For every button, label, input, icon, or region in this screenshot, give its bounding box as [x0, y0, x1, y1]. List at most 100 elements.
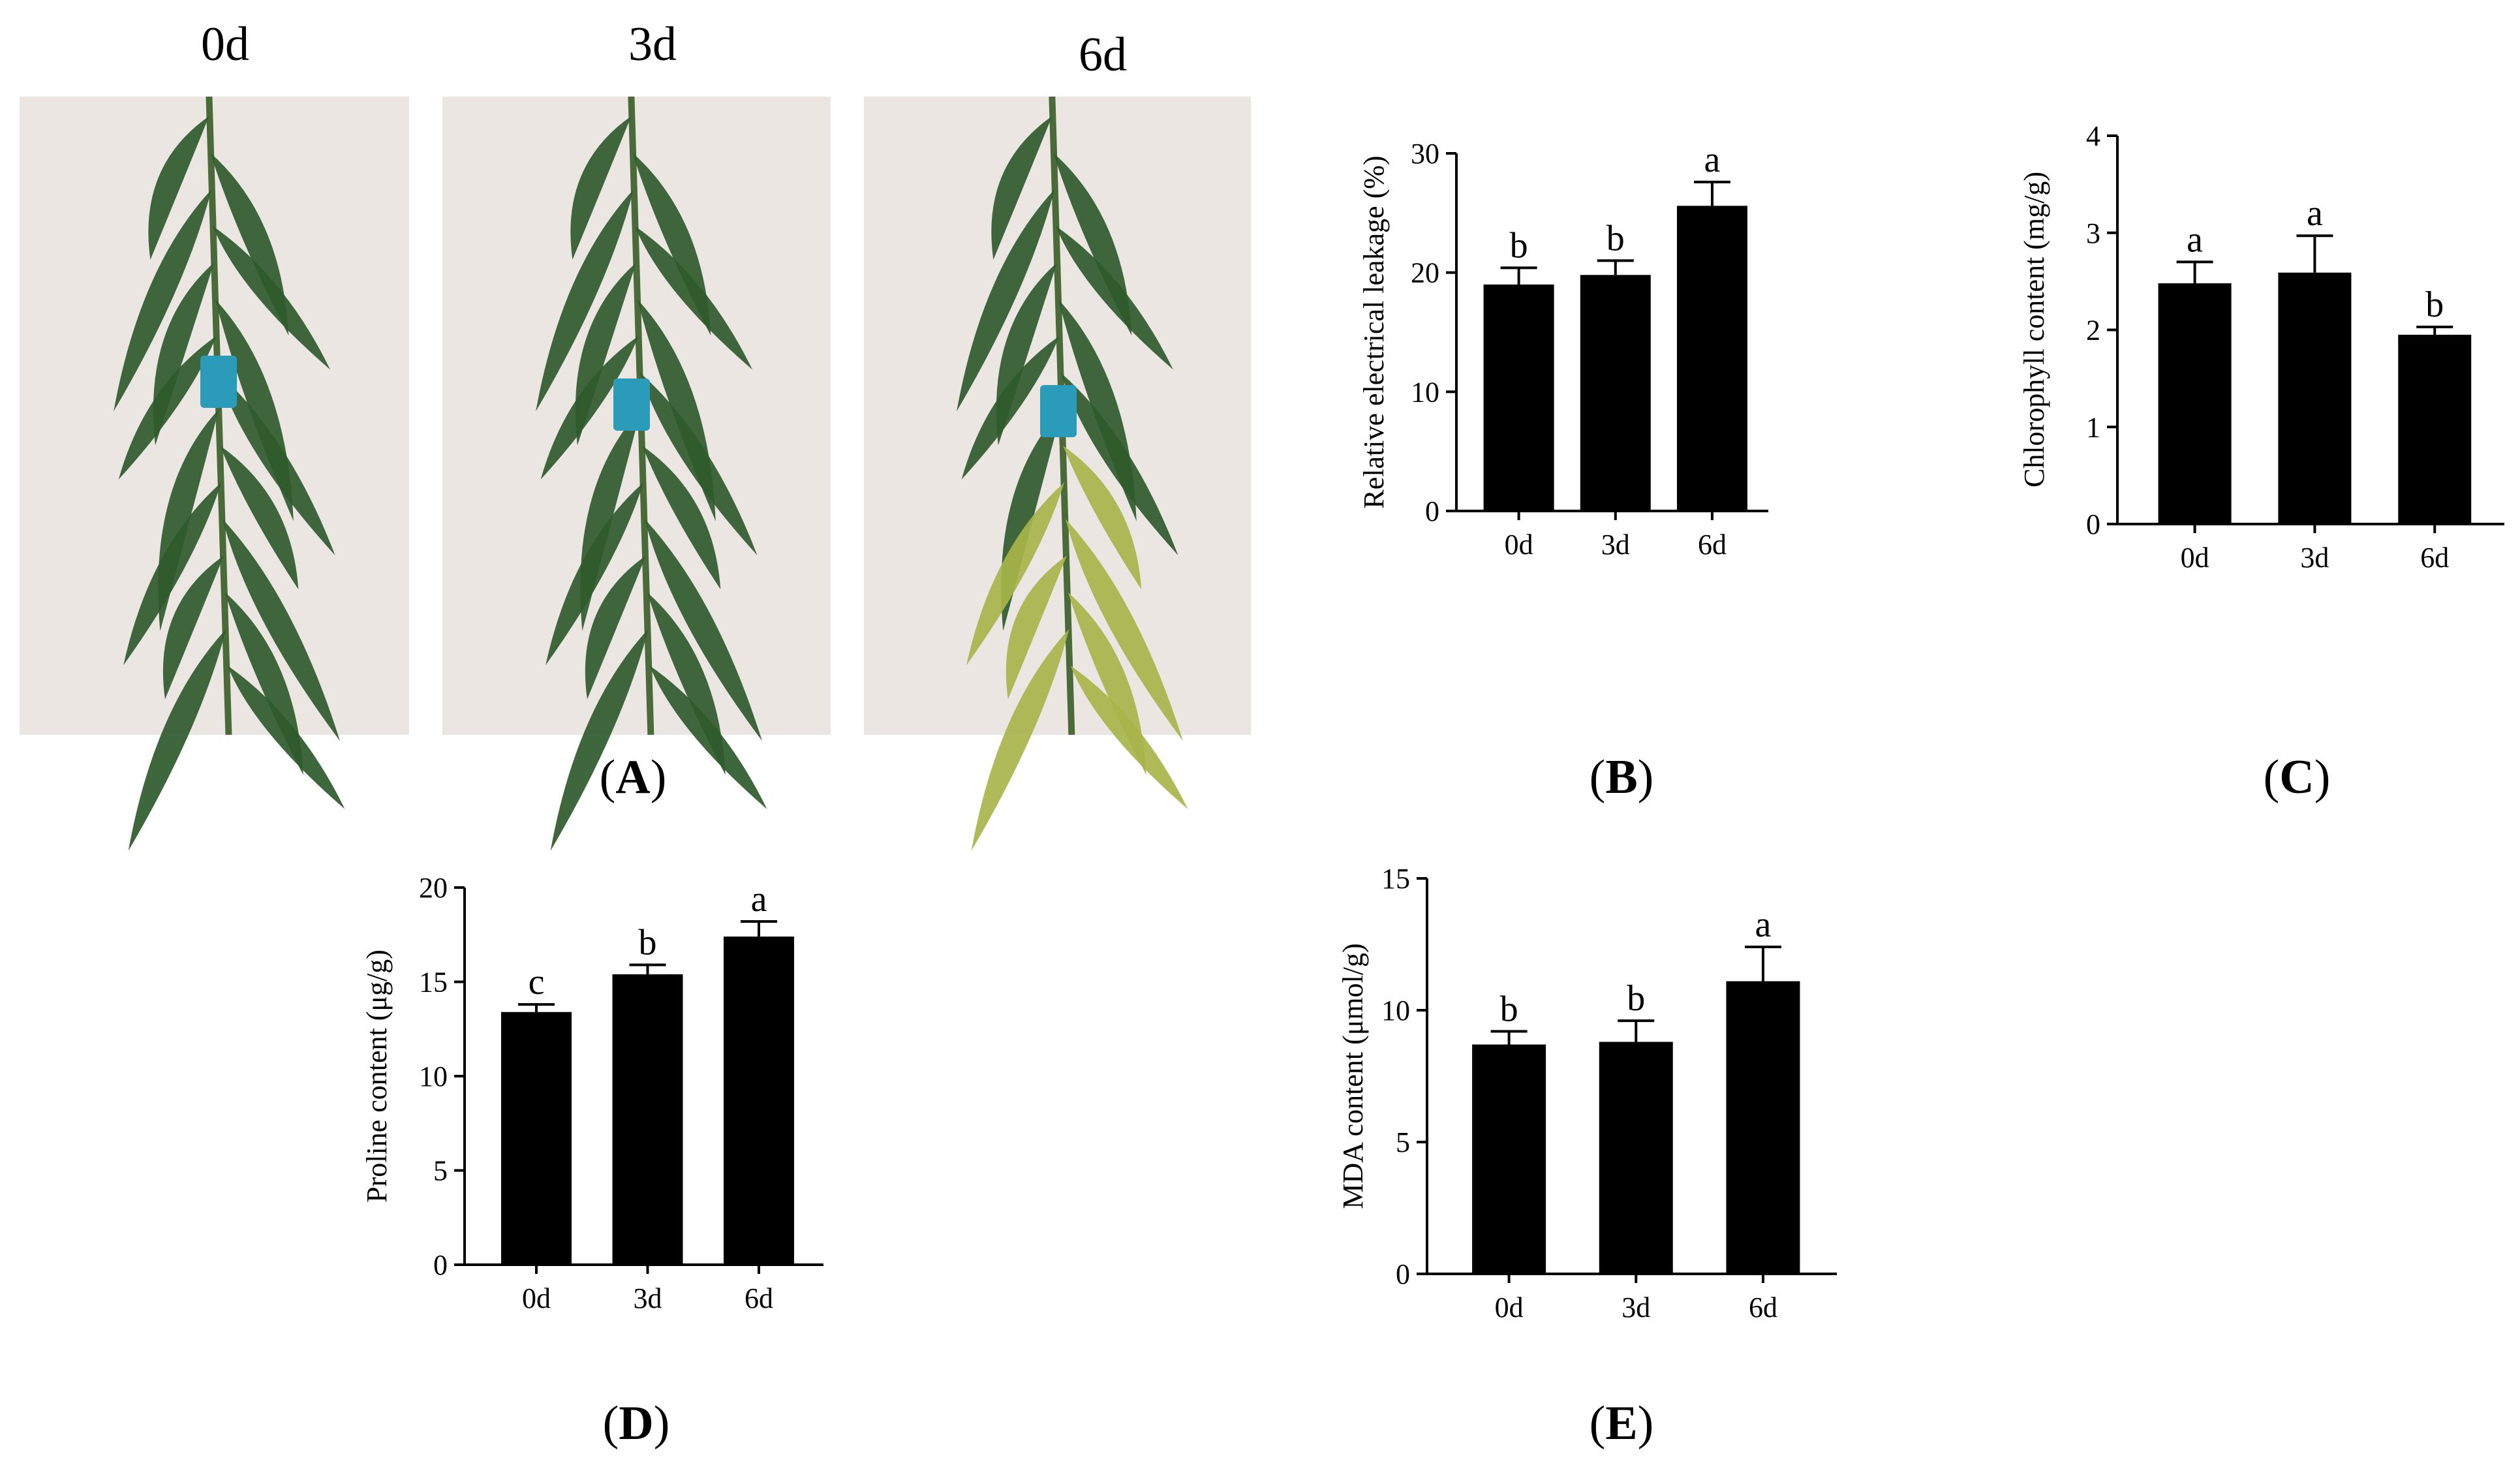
bar: [1483, 284, 1554, 511]
plant-tag: [200, 356, 237, 408]
leaf: [227, 665, 345, 809]
x-tick-label: 6d: [745, 1282, 773, 1314]
leaf: [213, 226, 331, 370]
significance-letter: b: [1627, 978, 1645, 1019]
plant-photo-0d: [20, 96, 409, 851]
y-tick-label: 10: [419, 1060, 448, 1092]
panel-letter-e: E: [1605, 1397, 1637, 1450]
panel-label-e: (E): [1590, 1397, 1654, 1450]
bar: [501, 1012, 572, 1265]
y-tick-label: 30: [1411, 138, 1439, 170]
leaf: [223, 519, 341, 741]
bar: [612, 974, 683, 1265]
panel-letter-b: B: [1605, 750, 1637, 804]
leaf: [961, 335, 1060, 480]
leaf: [550, 628, 649, 851]
significance-letter: b: [639, 922, 657, 963]
panel-letter-d: D: [619, 1397, 653, 1450]
x-tick-label: 0d: [1495, 1291, 1524, 1323]
x-tick-label: 3d: [1601, 529, 1630, 561]
y-tick-label: 5: [433, 1155, 448, 1187]
bar: [1676, 206, 1747, 511]
plant-tag: [613, 379, 650, 431]
bar: [1726, 981, 1800, 1274]
leaf: [162, 555, 224, 700]
significance-letter: a: [751, 879, 767, 920]
bar: [2158, 283, 2232, 524]
panel-label-c: (C): [2264, 750, 2331, 804]
y-tick-label: 4: [2086, 120, 2100, 152]
significance-letter: a: [2187, 219, 2203, 260]
bar: [2278, 272, 2352, 524]
y-tick-label: 0: [2086, 508, 2100, 540]
y-tick-label: 2: [2086, 315, 2100, 347]
y-tick-label: 0: [1396, 1258, 1410, 1290]
y-tick-label: 20: [1411, 257, 1439, 289]
y-tick-label: 15: [1381, 863, 1410, 895]
leaf: [1055, 226, 1173, 370]
x-tick-label: 3d: [2300, 542, 2329, 574]
leaf: [1065, 519, 1183, 741]
plant-photo-3d: [442, 96, 831, 851]
y-tick-label: 20: [419, 872, 448, 904]
chart-relative-electrical-leakage: 0 10 20 30 Relative electrical leakage (%) b 0…: [1358, 138, 1768, 561]
leaf: [220, 446, 299, 590]
leaf: [570, 116, 632, 260]
plant-stem: [206, 96, 232, 735]
bar: [2398, 334, 2472, 524]
x-tick-label: 6d: [1698, 529, 1727, 561]
chart-proline-content: 0 5 10 15 20 Proline content (μg/g) c 0d b 3d a 6d: [361, 872, 823, 1314]
leaf: [642, 446, 721, 590]
photo-label-6d: 6d: [1079, 28, 1127, 82]
photo-label-0d: 0d: [201, 18, 249, 71]
chart-chlorophyll-content: 0 1 2 3 4 Chlorophyll content (mg/g) a 0d a 3d b 6d: [2018, 120, 2504, 574]
panel-a-photos: 0d 3d 6d (A): [20, 18, 1251, 851]
chart-mda-content: 0 5 10 15 MDA content (μmol/g) b 0d b 3d a 6d: [1337, 863, 1837, 1323]
panel-letter-c: C: [2279, 750, 2314, 804]
significance-letter: a: [2307, 193, 2323, 234]
bar: [724, 936, 794, 1265]
leaf: [1006, 555, 1067, 700]
y-tick-label: 10: [1411, 376, 1439, 408]
y-tick-label: 15: [419, 966, 448, 998]
leaf: [639, 372, 758, 555]
x-tick-label: 6d: [2420, 542, 2449, 574]
leaf: [148, 116, 209, 260]
y-tick-label: 10: [1381, 995, 1410, 1027]
x-tick-label: 0d: [522, 1282, 551, 1314]
leaf: [118, 335, 217, 480]
leaf: [1070, 665, 1188, 809]
panel-label-a: (A): [600, 750, 667, 804]
x-tick-label: 0d: [1505, 529, 1533, 561]
significance-letter: a: [1755, 905, 1772, 945]
leaf: [123, 482, 222, 666]
y-axis-label: MDA content (μmol/g): [1337, 943, 1369, 1209]
leaf: [957, 189, 1055, 412]
y-tick-label: 3: [2086, 217, 2100, 249]
leaf: [540, 335, 639, 480]
significance-letter: b: [1510, 225, 1528, 266]
leaf: [649, 665, 767, 809]
y-axis-label: Chlorophyll content (mg/g): [2018, 172, 2050, 487]
leaf: [971, 628, 1069, 851]
leaf: [585, 555, 646, 700]
leaf: [545, 482, 644, 666]
significance-letter: c: [529, 962, 545, 1002]
leaf: [991, 116, 1053, 260]
x-tick-label: 6d: [1749, 1291, 1777, 1323]
panel-letter-a: A: [615, 750, 650, 804]
y-tick-label: 0: [1425, 495, 1439, 527]
leaf: [635, 226, 753, 370]
bar: [1599, 1042, 1673, 1274]
leaf: [114, 189, 212, 412]
plant-photo-6d: [864, 96, 1251, 851]
y-axis-label: Relative electrical leakage (%): [1358, 155, 1390, 508]
leaf: [217, 372, 335, 555]
y-axis-label: Proline content (μg/g): [361, 950, 393, 1203]
significance-letter: b: [1500, 989, 1518, 1029]
leaf: [645, 519, 763, 741]
leaf: [1060, 372, 1178, 555]
panel-label-d: (D): [603, 1397, 670, 1450]
